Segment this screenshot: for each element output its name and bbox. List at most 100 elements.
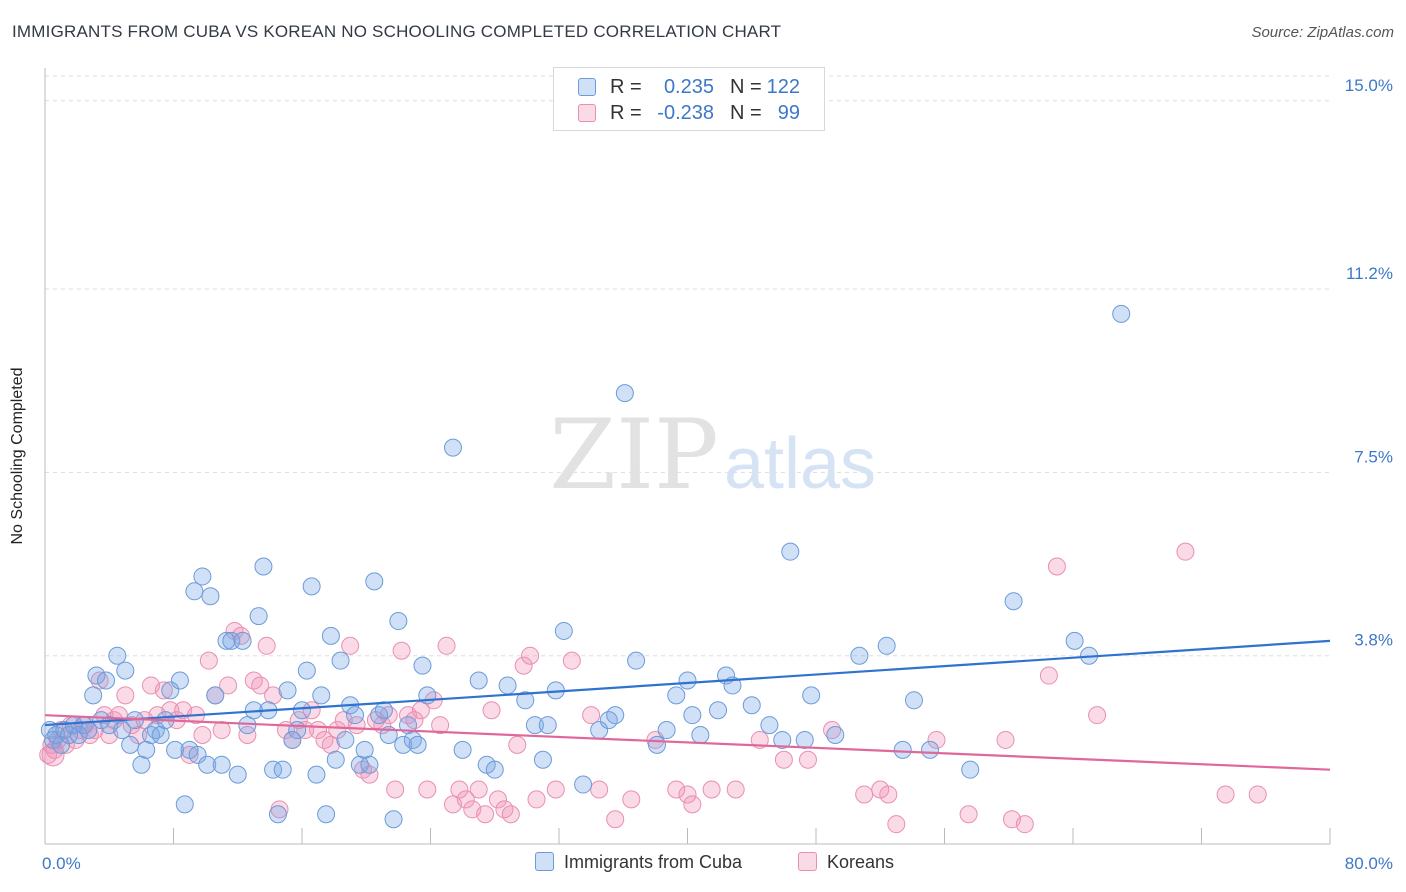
cuba-point [185,582,204,601]
korean-point [437,636,456,655]
cuba-point [249,607,268,626]
cuba-point [647,735,666,754]
koreans-swatch [578,104,596,122]
chart-title: IMMIGRANTS FROM CUBA VS KOREAN NO SCHOOL… [12,22,782,41]
cuba-point [877,636,896,655]
source-credit: Source: ZipAtlas.com [1251,24,1394,41]
korean-trend-line [44,714,1331,771]
y-tick-label: 7.5% [1354,447,1393,466]
korean-point [606,810,625,829]
legend-item-koreans[interactable]: Koreans [798,852,894,873]
legend-item-cuba[interactable]: Immigrants from Cuba [535,852,742,873]
korean-point [1088,706,1107,725]
cuba-point [893,740,912,759]
cuba-point [170,671,189,690]
cuba-point [317,805,336,824]
korean-point [302,701,321,720]
cuba-point [201,587,220,606]
cuba-point [60,725,79,744]
cuba-swatch [578,78,596,96]
korean-point [702,780,721,799]
cuba-point [921,740,940,759]
cuba-point [657,721,676,740]
x-tick-label: 0.0% [42,854,81,873]
cuba-point [533,750,552,769]
korean-point [683,795,702,814]
korean-point [154,681,173,700]
cuba-point [69,725,88,744]
cuba-point [346,706,365,725]
cuba-point [1065,631,1084,650]
cuba-point [293,701,311,720]
korean-point [667,780,686,799]
cuba-point [667,686,686,705]
cuba-point [336,730,355,749]
korean-point [527,790,546,809]
cuba-point [795,730,814,749]
cuba-point [206,686,225,705]
korean-point [1216,785,1235,804]
legend-label-koreans: Koreans [827,852,895,872]
korean-point [90,671,109,690]
cuba-point [365,572,384,591]
cuba-point [408,735,427,754]
grid-lines [45,75,1330,657]
n-value: 99 [777,102,800,124]
cuba-point [606,706,625,725]
korean-point [879,785,898,804]
korean-point [1039,666,1058,685]
cuba-point [113,721,132,740]
cuba-point [198,755,217,774]
korean-point [501,805,520,824]
cuba-point [538,716,557,735]
n-label: N = [730,76,762,98]
cuba-point [374,701,393,720]
cuba-point [297,661,316,680]
watermark-zip: ZIP [549,399,718,511]
korean-point [431,716,450,735]
cuba-point [273,760,292,779]
korean-point [199,651,218,670]
cuba-point [678,671,697,690]
cuba-point [233,631,252,650]
y-tick-label: 11.2% [1346,264,1393,283]
korean-point [1248,785,1267,804]
korean-point [488,790,507,809]
cuba-point [268,805,287,824]
n-value: 122 [766,76,800,98]
tick-labels: 3.8% 7.5% 11.2% 15.0% 0.0% 80.0% [42,76,1393,873]
cuba-point [394,735,413,754]
korean-point [996,730,1015,749]
korean-point [514,656,533,675]
cuba-point [264,760,283,779]
korean-point [116,686,135,705]
cuba-point [355,740,374,759]
korean-point [161,701,180,720]
korean-point [855,785,874,804]
korean-point [392,641,411,660]
korean-point [798,750,817,769]
cuba-point [525,716,544,735]
korean-point [887,815,906,834]
cuba-point [278,681,297,700]
korean-point [450,780,469,799]
cuba-point [781,542,800,561]
korean-point [927,730,946,749]
korean-point [1176,542,1195,561]
cuba-point [288,721,307,740]
cuba-point [413,656,432,675]
r-value: -0.238 [657,102,714,124]
watermark-atlas: atlas [724,424,876,504]
cuba-point [773,730,792,749]
cuba-point [574,775,593,794]
cuba-point [453,740,472,759]
korean-point [95,706,114,725]
korean-point [823,721,842,740]
korean-point [264,686,283,705]
cuba-point [132,755,151,774]
cuba-point [742,696,761,715]
korean-point [508,735,527,754]
cuba-swatch [535,852,554,871]
stats-row-koreans: R = -0.238 N = 99 [554,101,824,127]
